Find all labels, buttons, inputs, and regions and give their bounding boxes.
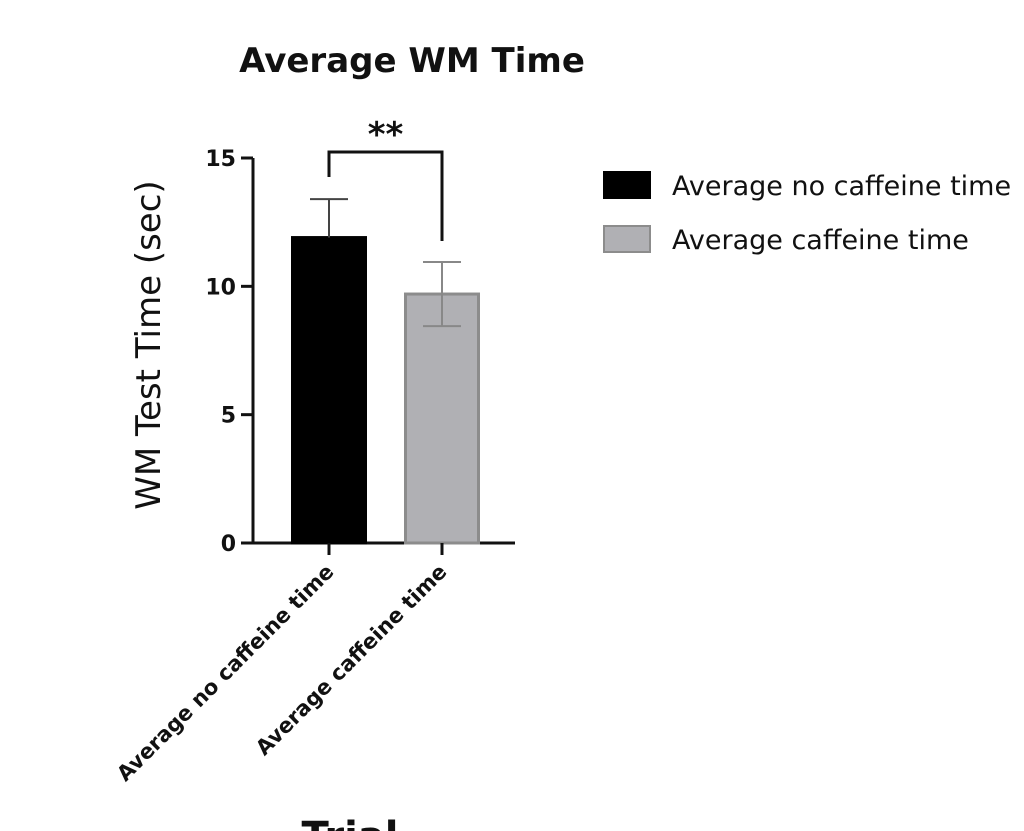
legend-swatch (603, 225, 651, 253)
x-tick-label: Average caffeine time (251, 560, 451, 760)
legend-label: Average caffeine time (672, 225, 969, 256)
x-axis-label: Trial (301, 814, 398, 831)
legend-label: Average no caffeine time (672, 171, 1011, 202)
bar (291, 236, 367, 545)
y-tick-label: 5 (221, 404, 236, 429)
y-tick-label: 15 (205, 147, 236, 172)
significance-label: ** (368, 115, 404, 155)
legend-swatch (603, 171, 651, 199)
x-tick-label: Average no caffeine time (112, 560, 338, 786)
legend: Average no caffeine time Average caffeine… (603, 171, 1011, 256)
y-axis-label: WM Test Time (sec) (129, 180, 169, 509)
y-tick-label: 0 (221, 532, 236, 557)
chart-title: Average WM Time (239, 41, 585, 81)
significance-bracket (327, 150, 444, 241)
y-tick-label: 10 (205, 275, 236, 300)
bar (404, 292, 480, 545)
